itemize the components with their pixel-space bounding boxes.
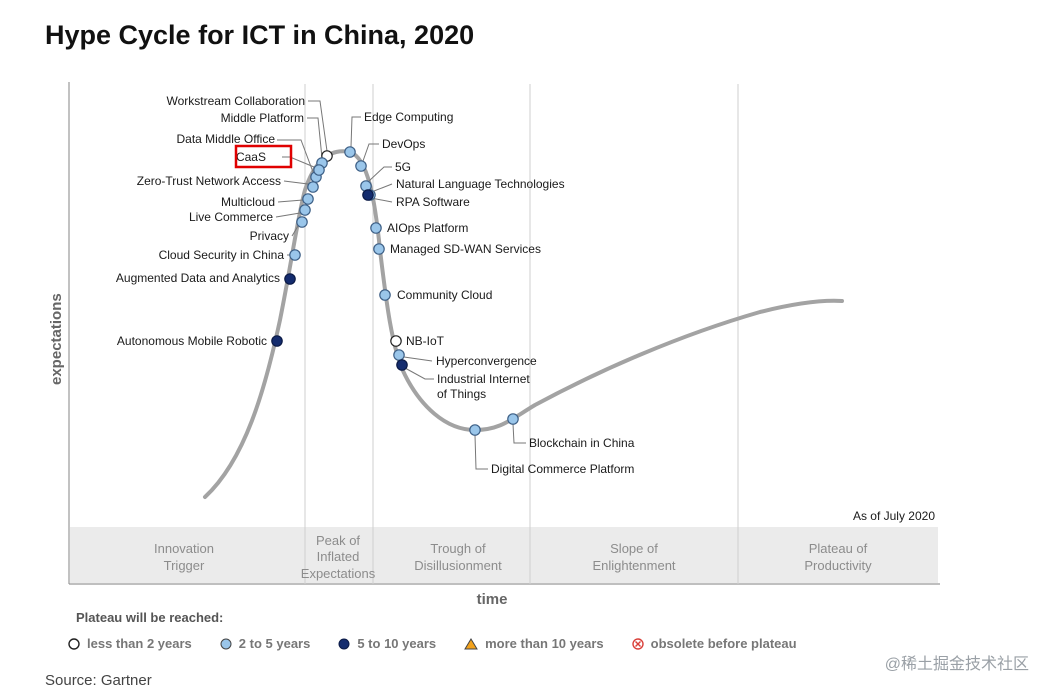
phase-plateau: Plateau of Productivity	[804, 541, 872, 573]
leader-line	[370, 197, 393, 203]
leader-line	[308, 100, 328, 152]
legend: less than 2 years 2 to 5 years 5 to 10 y…	[68, 636, 797, 651]
label-aiops-platform: AIOps Platform	[387, 221, 468, 235]
marker-managed-sd-wan-services	[373, 243, 385, 255]
label-devops: DevOps	[382, 137, 425, 151]
leader-line	[403, 356, 433, 362]
x-axis-label: time	[477, 591, 508, 608]
marker-hyperconvergence	[393, 349, 405, 361]
caas-highlight-box	[234, 144, 293, 169]
label-autonomous-mobile-robotic: Autonomous Mobile Robotic	[117, 334, 267, 348]
leader-line	[474, 434, 488, 470]
orange-triangle-icon	[464, 637, 479, 649]
marker-rpa-software	[362, 189, 374, 201]
legend-label: less than 2 years	[87, 636, 192, 651]
leader-line	[350, 116, 361, 148]
legend-label: 5 to 10 years	[357, 636, 437, 651]
leader-line	[275, 212, 301, 218]
marker-devops	[355, 160, 367, 172]
red-x-circle-icon	[631, 637, 644, 650]
legend-title: Plateau will be reached:	[76, 610, 224, 625]
watermark: @稀土掘金技术社区	[884, 656, 1029, 673]
label-caas: CaaS	[236, 150, 266, 164]
legend-item-obsolete: obsolete before plateau	[631, 636, 797, 651]
technology-labels: Workstream Collaboration Middle Platform D…	[116, 94, 635, 476]
marker-augmented-data-and-analytics	[284, 273, 296, 285]
leader-line	[404, 367, 434, 380]
leader-line	[512, 423, 526, 444]
legend-item-5-to-10: 5 to 10 years	[338, 636, 436, 651]
leader-line	[291, 225, 299, 237]
leader-line	[277, 139, 314, 173]
label-data-middle-office: Data Middle Office	[177, 132, 276, 146]
legend-item-more-than-10: more than 10 years	[464, 636, 604, 651]
label-community-cloud: Community Cloud	[397, 288, 492, 302]
marker-edge-computing	[344, 146, 356, 158]
leader-line	[368, 166, 392, 182]
y-axis-label: expectations	[48, 293, 65, 385]
marker-caas	[313, 164, 325, 176]
page-title: Hype Cycle for ICT in China, 2020	[45, 20, 475, 50]
technology-markers	[271, 146, 519, 436]
leader-line	[362, 143, 379, 162]
label-edge-computing: Edge Computing	[364, 110, 453, 124]
label-augmented-data-and-analytics: Augmented Data and Analytics	[116, 271, 280, 285]
source-note: Source: Gartner	[45, 672, 152, 689]
marker-cloud-security-in-china	[289, 249, 301, 261]
label-multicloud: Multicloud	[221, 195, 275, 209]
marker-zero-trust-network-access	[307, 181, 319, 193]
marker-community-cloud	[379, 289, 391, 301]
label-privacy: Privacy	[250, 229, 289, 243]
leader-line	[373, 183, 393, 192]
marker-blockchain-in-china	[507, 413, 519, 425]
label-workstream-collaboration: Workstream Collaboration	[167, 94, 306, 108]
label-5g: 5G	[395, 160, 411, 174]
leader-line	[283, 180, 309, 185]
label-zero-trust-network-access: Zero-Trust Network Access	[137, 174, 281, 188]
label-rpa-software: RPA Software	[396, 195, 470, 209]
marker-live-commerce	[299, 204, 311, 216]
label-hyperconvergence: Hyperconvergence	[436, 354, 537, 368]
label-cloud-security-in-china: Cloud Security in China	[159, 248, 285, 262]
lightblue-circle-icon	[220, 638, 232, 649]
marker-privacy	[296, 216, 308, 228]
legend-item-less-than-2: less than 2 years	[68, 636, 192, 651]
marker-digital-commerce-platform	[469, 424, 481, 436]
phase-trough: Trough of Disillusionment	[414, 541, 502, 573]
marker-autonomous-mobile-robotic	[271, 335, 283, 347]
navy-circle-icon	[338, 638, 350, 649]
leader-lines	[275, 100, 526, 470]
label-live-commerce: Live Commerce	[189, 210, 273, 224]
phase-peak: Peak of Inflated Expectations	[301, 533, 376, 581]
legend-label: obsolete before plateau	[650, 636, 797, 651]
leader-line	[307, 117, 323, 159]
marker-multicloud	[302, 193, 314, 205]
legend-label: 2 to 5 years	[238, 636, 311, 651]
legend-item-2-to-5: 2 to 5 years	[220, 636, 311, 651]
label-middle-platform: Middle Platform	[221, 111, 304, 125]
phase-band	[70, 527, 938, 583]
white-circle-icon	[68, 637, 80, 650]
label-industrial-internet-of-things: Industrial Internet of Things	[437, 372, 530, 401]
label-natural-language-technologies: Natural Language Technologies	[396, 177, 565, 191]
marker-industrial-internet-of-things	[396, 359, 408, 371]
leader-line	[277, 199, 304, 203]
hype-curve	[203, 149, 844, 499]
legend-label: more than 10 years	[485, 636, 604, 651]
phase-slope: Slope of Enlightenment	[592, 541, 675, 573]
marker-nb-iot	[390, 335, 402, 347]
phase-innovation-trigger: Innovation Trigger	[154, 541, 214, 573]
label-nb-iot: NB-IoT	[406, 334, 445, 348]
as-of-date: As of July 2020	[853, 509, 935, 523]
label-blockchain-in-china: Blockchain in China	[529, 436, 635, 450]
marker-aiops-platform	[370, 222, 382, 234]
label-managed-sd-wan-services: Managed SD-WAN Services	[390, 242, 541, 256]
label-digital-commerce-platform: Digital Commerce Platform	[491, 462, 634, 476]
